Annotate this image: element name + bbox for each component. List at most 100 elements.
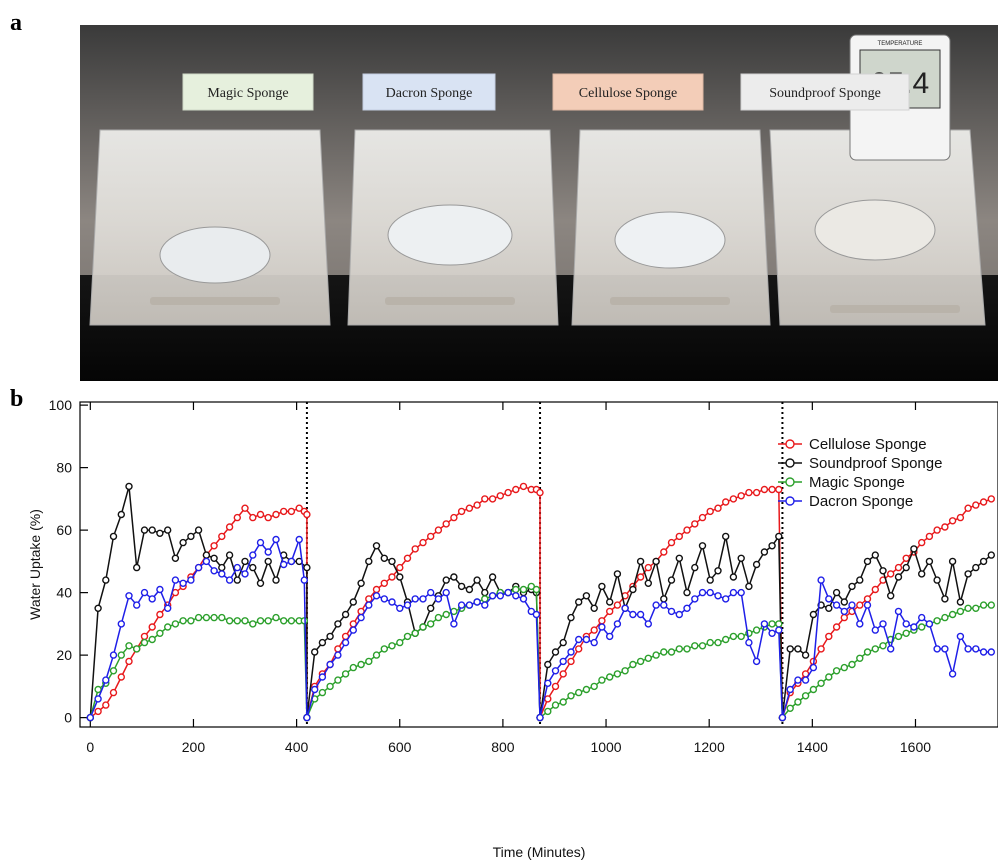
- data-point: [894, 563, 903, 572]
- data-point: [933, 645, 941, 653]
- data-point: [941, 645, 949, 653]
- data-point: [536, 713, 544, 722]
- data-point: [365, 657, 373, 666]
- data-point: [264, 548, 272, 556]
- data-point: [722, 532, 730, 541]
- data-point: [380, 579, 388, 588]
- data-point: [109, 532, 118, 541]
- data-point: [156, 610, 164, 619]
- data-point: [778, 713, 787, 722]
- data-point: [979, 557, 988, 566]
- data-point: [691, 563, 699, 572]
- sponge-label-magic: Magic Sponge: [182, 73, 314, 111]
- data-point: [233, 617, 242, 625]
- data-point: [809, 663, 818, 672]
- data-point: [652, 557, 660, 566]
- data-point: [714, 638, 722, 647]
- data-point: [737, 632, 745, 641]
- data-point: [411, 595, 419, 603]
- data-point: [941, 613, 949, 622]
- data-point: [117, 620, 126, 628]
- data-point: [171, 554, 180, 563]
- data-point: [187, 576, 195, 584]
- data-point: [102, 701, 110, 709]
- data-point: [396, 604, 404, 613]
- series-dacron-sponge: [86, 535, 995, 722]
- sponge-label-dacron: Dacron Sponge: [362, 73, 496, 111]
- data-point: [171, 576, 180, 584]
- container-2: [347, 129, 559, 326]
- data-point: [380, 554, 388, 563]
- data-point: [972, 645, 980, 653]
- data-point: [979, 498, 988, 506]
- data-point: [775, 626, 783, 634]
- data-point: [241, 557, 249, 566]
- data-point: [264, 557, 272, 566]
- data-point: [606, 607, 614, 616]
- data-point: [519, 595, 528, 603]
- data-point: [652, 601, 660, 609]
- data-point: [760, 485, 769, 494]
- data-point: [117, 673, 126, 681]
- data-point: [598, 582, 606, 591]
- data-point: [801, 692, 810, 700]
- legend-swatch-marker: [785, 439, 795, 449]
- data-point: [832, 588, 841, 597]
- data-point: [295, 504, 303, 512]
- data-point: [714, 592, 722, 600]
- data-point: [544, 707, 552, 716]
- x-tick-label: 1000: [590, 739, 621, 755]
- data-point: [606, 632, 614, 641]
- data-point: [636, 610, 645, 619]
- water-uptake-chart: 0 200 400 600 800 1000 1200 1400 1600 0 20 40 60 80 10…: [27, 397, 998, 860]
- data-point: [372, 592, 381, 600]
- data-point: [910, 545, 918, 553]
- data-point: [488, 592, 497, 600]
- data-point: [171, 620, 180, 628]
- data-point: [729, 573, 738, 581]
- data-point: [918, 538, 926, 547]
- container-1: [89, 129, 331, 326]
- data-point: [856, 620, 864, 628]
- data-point: [411, 629, 419, 638]
- data-point: [504, 488, 512, 497]
- data-point: [567, 657, 575, 666]
- data-point: [457, 507, 466, 516]
- series-layer: [86, 482, 995, 722]
- data-point: [148, 595, 156, 603]
- data-point: [871, 585, 879, 594]
- data-point: [532, 585, 541, 594]
- data-point: [918, 613, 926, 622]
- data-point: [840, 598, 848, 606]
- data-point: [544, 660, 552, 669]
- data-point: [559, 638, 567, 647]
- data-point: [817, 679, 825, 687]
- data-point: [879, 620, 887, 628]
- data-point: [933, 526, 941, 534]
- data-point: [925, 620, 934, 628]
- data-point: [233, 513, 242, 522]
- data-point: [264, 617, 272, 625]
- data-point: [722, 595, 730, 603]
- data-point: [817, 576, 825, 584]
- data-point: [590, 638, 598, 647]
- data-point: [125, 482, 133, 491]
- data-point: [527, 607, 535, 616]
- data-point: [102, 576, 110, 584]
- data-point: [551, 701, 560, 709]
- data-point: [660, 601, 668, 609]
- data-point: [403, 554, 412, 563]
- data-point: [481, 601, 489, 609]
- data-point: [349, 626, 357, 634]
- data-point: [272, 576, 280, 584]
- data-point: [848, 660, 856, 669]
- data-point: [752, 560, 761, 569]
- data-point: [667, 538, 676, 547]
- y-tick-label: 80: [56, 460, 72, 476]
- data-point: [606, 673, 614, 681]
- data-point: [225, 576, 234, 584]
- data-point: [722, 635, 730, 644]
- legend: Cellulose Sponge Soundproof Sponge Magic S…: [778, 436, 942, 510]
- data-point: [863, 648, 872, 656]
- data-point: [840, 607, 848, 616]
